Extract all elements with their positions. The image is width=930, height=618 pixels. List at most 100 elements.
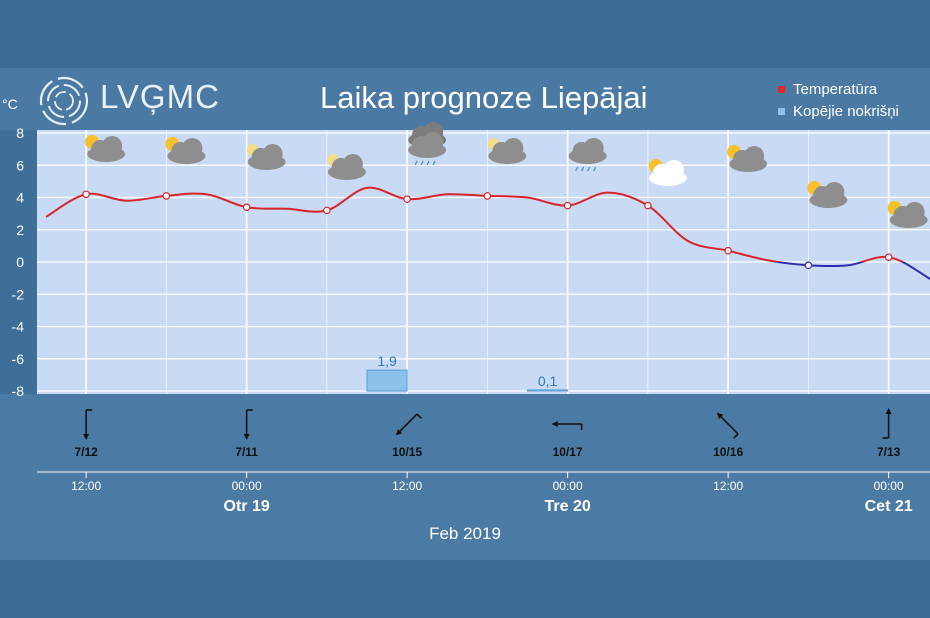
- month-label: Feb 2019: [429, 524, 501, 543]
- day-label: Tre 20: [544, 498, 590, 515]
- rain-drop: [432, 160, 436, 166]
- rain-drop: [426, 160, 430, 166]
- temperature-point: [82, 190, 90, 199]
- precipitation-bar: [366, 369, 408, 392]
- temperature-point: [884, 253, 893, 261]
- lvgmc-logo-icon: [39, 76, 89, 126]
- moon-cloud-icon: [487, 138, 527, 164]
- time-tick-label: 00:00: [553, 479, 583, 493]
- logo-text: LVĢMC: [100, 78, 220, 115]
- time-tick-label: 12:00: [713, 479, 743, 493]
- wind-speed-label: 10/17: [553, 445, 583, 459]
- temperature-point: [162, 192, 171, 200]
- legend-label-precipitation: Kopējie nokrišņi: [793, 102, 899, 120]
- wind-speed-label: 10/16: [713, 445, 743, 459]
- wind-barb: [416, 413, 422, 419]
- wind-barb: [733, 433, 739, 439]
- wind-speed-label: 7/12: [74, 445, 98, 459]
- cloud-shape: [744, 146, 765, 166]
- legend-item-temperature: Temperatūra: [778, 78, 899, 100]
- sun-cloud-white-icon: [648, 159, 687, 186]
- moon-cloud-icon: [326, 154, 366, 180]
- wind-speed-label: 10/15: [392, 445, 422, 459]
- rain-drop: [420, 160, 424, 166]
- cloud-shape: [904, 202, 925, 222]
- sun-cloud-icon: [165, 137, 206, 164]
- wind-speed-label: 7/11: [235, 445, 258, 459]
- legend-swatch-precipitation: [778, 107, 785, 115]
- wind-time-panel: [0, 394, 930, 560]
- cloud-shape: [824, 182, 845, 202]
- y-tick-label: 6: [16, 157, 24, 173]
- day-label: Cet 21: [865, 498, 913, 515]
- time-tick-label: 12:00: [71, 479, 101, 493]
- sun-cloud-icon: [807, 181, 848, 208]
- rain-drop: [575, 166, 579, 172]
- cloud-shape: [182, 138, 203, 158]
- cloud-rain-icon: [408, 122, 447, 166]
- rain-drop: [587, 166, 591, 172]
- y-tick-label: 2: [16, 222, 24, 238]
- y-tick-label: 0: [16, 254, 24, 270]
- cloud-shape: [583, 138, 604, 158]
- temperature-point: [724, 246, 732, 255]
- y-tick-label: -2: [12, 286, 25, 302]
- top-band: [0, 0, 930, 68]
- legend-item-precipitation: Kopējie nokrišņi: [778, 100, 899, 122]
- wind-arrow-icon: [243, 409, 253, 440]
- time-tick-label: 00:00: [874, 479, 904, 493]
- cloud-shape: [342, 154, 363, 174]
- sun-cloud-icon: [727, 145, 768, 172]
- wind-shaft: [396, 413, 418, 435]
- cloud-shape: [423, 132, 444, 152]
- precipitation-bar: [527, 389, 569, 392]
- wind-arrow-icon: [716, 412, 739, 439]
- legend: Temperatūra Kopējie nokrišņi: [778, 78, 899, 122]
- rain-drop: [581, 166, 585, 172]
- temperature-point: [403, 195, 411, 203]
- header-bar: [0, 68, 930, 130]
- wind-head: [83, 434, 90, 440]
- cloud-shape: [262, 144, 283, 164]
- rain-drop: [414, 160, 418, 166]
- wind-head: [551, 421, 558, 427]
- temperature-point: [323, 206, 331, 215]
- moon-cloud-icon: [246, 144, 286, 170]
- temperature-point: [563, 201, 572, 210]
- precipitation-label: 1,9: [377, 353, 397, 369]
- temperature-point: [242, 203, 251, 211]
- y-tick-label: -6: [12, 351, 25, 367]
- bottom-band: [0, 560, 930, 618]
- wind-head: [716, 412, 724, 420]
- precipitation-label: 0,1: [538, 373, 558, 389]
- wind-arrow-icon: [83, 409, 93, 440]
- cloud-drizzle-icon: [568, 138, 607, 172]
- cloud-shape: [503, 138, 524, 158]
- wind-head: [885, 408, 892, 414]
- wind-shaft: [717, 413, 739, 435]
- y-axis-unit: °C: [2, 96, 18, 112]
- legend-swatch-temperature: [778, 85, 785, 93]
- cloud-shape: [663, 160, 684, 180]
- time-tick-label: 00:00: [232, 479, 262, 493]
- time-tick-label: 12:00: [392, 479, 422, 493]
- temperature-point: [644, 201, 652, 210]
- temperature-point: [804, 261, 813, 270]
- temperature-point: [483, 192, 492, 200]
- cloud-shape: [102, 136, 123, 156]
- rain-drop: [593, 166, 597, 172]
- day-label: Otr 19: [224, 498, 270, 515]
- wind-arrow-icon: [551, 421, 583, 430]
- wind-arrow-icon: [395, 413, 422, 436]
- y-tick-label: -8: [12, 383, 25, 399]
- sun-cloud-icon: [85, 135, 126, 162]
- legend-label-temperature: Temperatūra: [793, 80, 878, 98]
- wind-head: [395, 428, 403, 436]
- wind-head: [243, 434, 250, 440]
- wind-speed-label: 7/13: [877, 445, 901, 459]
- y-tick-label: 8: [16, 125, 24, 141]
- y-tick-label: -4: [12, 319, 25, 335]
- sun-cloud-icon: [887, 201, 928, 228]
